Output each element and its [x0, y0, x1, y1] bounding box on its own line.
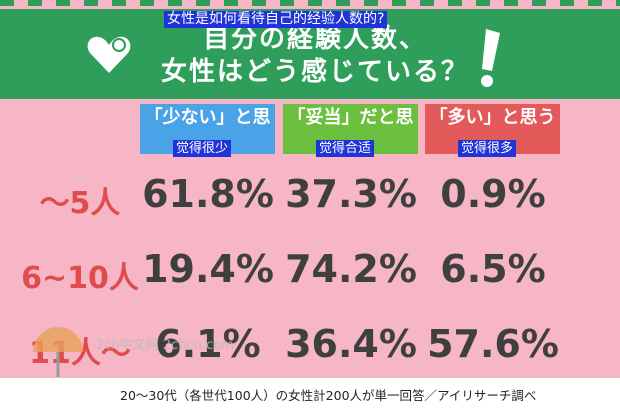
- banner-title-line2: 女性はどう感じている？: [160, 57, 469, 87]
- column-header-translation: 觉得合适: [316, 140, 375, 157]
- data-cell: 19.4%: [142, 247, 274, 291]
- data-cell: 61.8%: [142, 172, 274, 216]
- banner-title-line1: 自分の経験人数、: [202, 24, 427, 54]
- source-footnote: 20～30代（各世代100人）の女性計200人が単一回答／アイリサーチ調べ: [120, 388, 537, 403]
- row-label: 6~10人: [21, 261, 139, 296]
- data-cell: 37.3%: [285, 172, 417, 216]
- column-header-translation: 觉得很少: [173, 140, 232, 157]
- data-cell: 0.9%: [440, 172, 546, 216]
- column-header-label: 「少ない」と思う: [144, 107, 271, 132]
- column-header-label: 「多い」と思う: [429, 107, 556, 128]
- data-cell: 36.4%: [285, 322, 417, 366]
- overlay-title: 女性是如何看待自己的经验人数的?: [164, 11, 388, 28]
- striped-border: [0, 0, 620, 6]
- heart-lock-icon: [87, 36, 131, 73]
- umbrella-watermark-icon: [33, 327, 83, 377]
- footer-band: [0, 378, 620, 413]
- watermark: 2ch中文网 2chcn.com: [96, 338, 234, 353]
- row-label: ～5人: [39, 186, 121, 221]
- column-header-label: 「妥当」だと思う: [287, 107, 414, 132]
- banner-title: 自分の経験人数、 女性はどう感じている？: [135, 23, 495, 89]
- data-cell: 6.5%: [440, 247, 546, 291]
- data-cell: 74.2%: [285, 247, 417, 291]
- column-header-translation: 觉得很多: [458, 140, 517, 157]
- data-cell: 57.6%: [427, 322, 559, 366]
- exclamation-icon: [481, 29, 500, 87]
- data-cell: 6.1%: [155, 322, 261, 366]
